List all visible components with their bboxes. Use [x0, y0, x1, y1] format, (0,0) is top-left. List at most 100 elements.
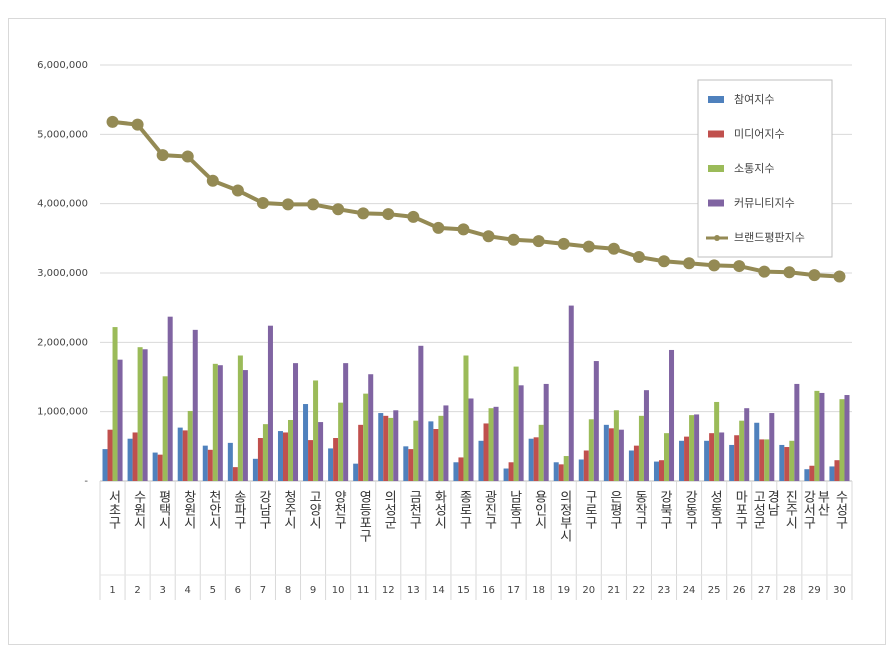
- legend-swatch: [714, 235, 720, 241]
- line-point: [582, 240, 595, 253]
- rank-label: 2: [134, 585, 141, 596]
- x-tick-label: 서초구: [105, 490, 121, 529]
- x-tick-label: 양천구: [331, 490, 347, 529]
- rank-label: 10: [331, 585, 345, 596]
- rank-label: 29: [808, 585, 821, 596]
- rank-label: 5: [209, 585, 216, 596]
- bar: [288, 419, 294, 481]
- line-point: [307, 198, 320, 211]
- x-tick-label: 남동구: [506, 490, 522, 529]
- bar: [829, 466, 835, 481]
- bar: [463, 355, 469, 481]
- bar: [137, 347, 143, 481]
- bar: [368, 374, 374, 481]
- bar: [583, 450, 589, 481]
- bar: [308, 440, 314, 481]
- rank-label: 27: [757, 585, 771, 596]
- bar: [267, 325, 273, 481]
- bar: [513, 366, 519, 481]
- legend-swatch: [708, 130, 724, 138]
- x-tick-label: 의정부시: [556, 490, 572, 542]
- bar: [318, 422, 324, 481]
- bar: [779, 444, 785, 481]
- x-tick-label: 영등포구: [356, 490, 372, 542]
- bar: [483, 423, 489, 481]
- bar: [543, 383, 549, 481]
- bar: [282, 432, 288, 481]
- line-point: [181, 150, 194, 163]
- bar: [408, 449, 414, 481]
- bar: [162, 376, 168, 481]
- line-point: [783, 266, 796, 279]
- legend-swatch: [708, 96, 724, 103]
- line-point: [206, 174, 219, 187]
- legend-swatch: [708, 165, 724, 172]
- bar: [578, 459, 584, 481]
- bar: [608, 428, 614, 481]
- x-tick-label: 수성구: [832, 490, 848, 529]
- bar: [167, 316, 173, 481]
- bar: [413, 420, 419, 481]
- x-tick-label: 동작구: [631, 490, 647, 529]
- bar: [428, 421, 434, 481]
- bar: [653, 461, 659, 481]
- bar: [418, 345, 424, 481]
- x-tick-label: 화성시: [431, 490, 447, 529]
- x-tick-label: 금천구: [406, 490, 422, 529]
- x-tick-label: 고성군 경남: [750, 490, 780, 529]
- rank-label: 6: [234, 585, 242, 596]
- bar: [563, 456, 569, 481]
- x-tick-label: 수원시: [130, 490, 146, 529]
- line-point: [231, 184, 244, 197]
- line-point: [607, 242, 620, 255]
- bar: [212, 363, 218, 481]
- line-point: [683, 257, 696, 270]
- bar: [493, 406, 499, 481]
- bar: [257, 438, 263, 481]
- line-point: [457, 223, 470, 236]
- x-tick-label: 청주시: [281, 490, 296, 529]
- bar: [152, 452, 158, 481]
- bar: [794, 383, 800, 481]
- rank-label: 3: [159, 585, 166, 596]
- line-point: [382, 208, 395, 221]
- bar: [378, 413, 384, 481]
- bar: [503, 468, 509, 481]
- rank-label: 28: [782, 585, 796, 596]
- bar: [313, 380, 319, 481]
- bar: [844, 395, 850, 481]
- bar: [684, 436, 690, 481]
- bar: [127, 438, 133, 481]
- bar: [764, 439, 770, 481]
- y-tick-label: 2,000,000: [37, 337, 88, 348]
- line-point: [507, 233, 520, 246]
- bar: [588, 419, 594, 481]
- x-tick-label: 고양시: [306, 490, 322, 529]
- line-point: [131, 118, 144, 131]
- x-tick-label: 은평구: [606, 490, 622, 529]
- x-tick-label: 강남구: [255, 490, 271, 529]
- y-tick-label: 3,000,000: [37, 268, 88, 279]
- x-tick-label: 마포구: [732, 490, 748, 529]
- rank-label: 7: [259, 585, 267, 596]
- bar: [643, 390, 649, 481]
- y-tick-label: -: [84, 476, 88, 487]
- rank-label: 23: [657, 585, 671, 596]
- y-tick-label: 6,000,000: [37, 60, 88, 71]
- rank-label: 22: [632, 585, 646, 596]
- bar: [232, 467, 238, 481]
- bar: [658, 460, 664, 481]
- bar: [819, 392, 825, 481]
- bar: [112, 327, 118, 481]
- x-tick-label: 천안시: [205, 490, 221, 529]
- bar: [187, 410, 193, 481]
- bar: [603, 424, 609, 481]
- bar: [709, 433, 715, 481]
- bar: [704, 440, 710, 481]
- bar: [714, 401, 720, 481]
- bar: [252, 458, 258, 481]
- bar: [834, 460, 840, 481]
- bar: [443, 405, 449, 481]
- bar: [207, 449, 213, 481]
- bar: [679, 440, 685, 481]
